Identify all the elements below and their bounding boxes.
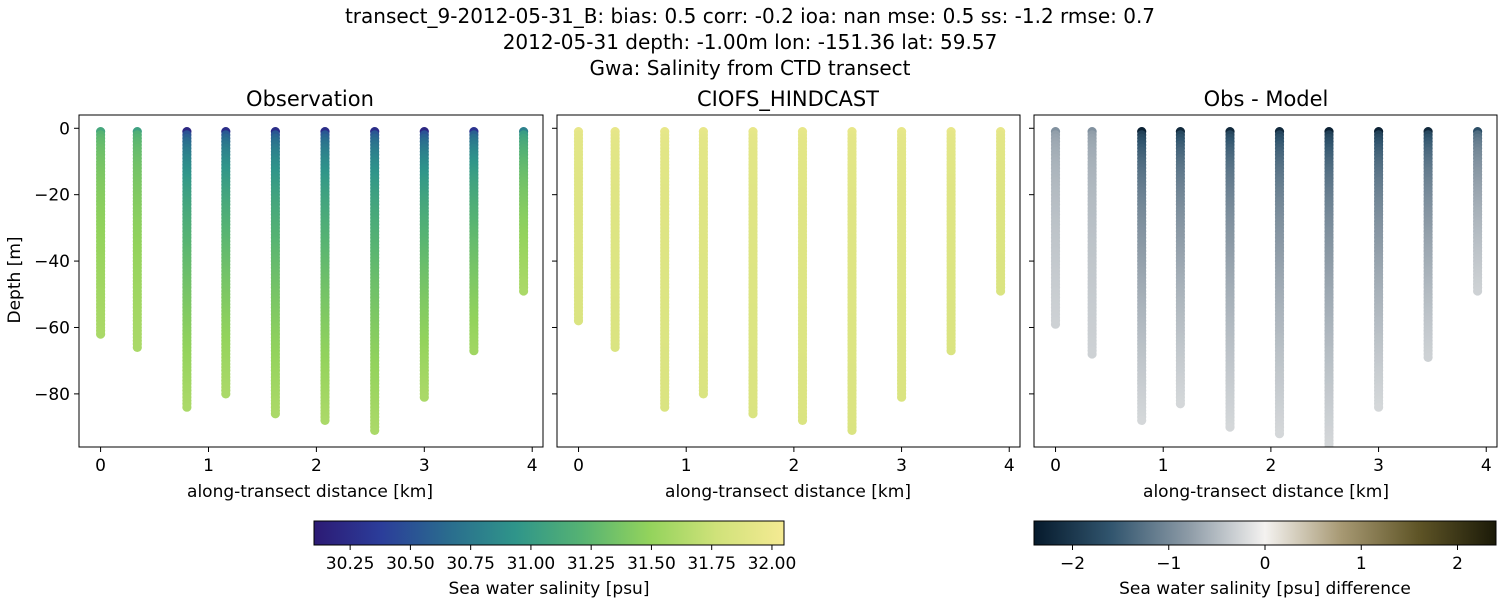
data-point-cast-7: [370, 425, 380, 435]
x-tick-label: 4: [1481, 456, 1492, 476]
data-point-cast-9: [946, 346, 956, 356]
data-point-cast-4: [221, 389, 231, 399]
x-tick-label: 1: [203, 456, 214, 476]
data-point-cast-9: [469, 346, 479, 356]
data-point-cast-8: [1374, 402, 1384, 412]
panel-title-model: CIOFS_HINDCAST: [697, 87, 879, 112]
difference-colorbar: Sea water salinity [psu] difference −2 −1…: [1033, 520, 1497, 599]
x-axis-label-model: along-transect distance [km]: [665, 482, 911, 502]
x-tick-label: 3: [896, 456, 907, 476]
x-tick-label: 3: [419, 456, 430, 476]
salinity-colorbar-label: Sea water salinity [psu]: [449, 579, 650, 599]
data-point-cast-1: [573, 316, 584, 326]
cast-points-group: [573, 127, 1006, 435]
colorbar-tick-label: 31.00: [507, 554, 556, 574]
data-point-cast-10: [996, 286, 1006, 296]
x-tick-label: 4: [1004, 456, 1015, 476]
plot-frame: [556, 114, 1021, 448]
y-tick-label: −20: [34, 186, 70, 206]
data-point-cast-6: [1274, 429, 1285, 439]
data-point-cast-2: [1087, 349, 1097, 359]
data-point-cast-3: [182, 402, 192, 412]
data-point-cast-10: [519, 286, 529, 296]
salinity-colorbar-bar: [313, 520, 785, 546]
difference-panel: Obs - Model 0 1 2 3 4: [1029, 87, 1498, 476]
figure-title-line-1: transect_9-2012-05-31_B: bias: 0.5 corr:…: [345, 4, 1155, 28]
x-tick-label: 0: [1050, 456, 1061, 476]
x-tick-label: 2: [1265, 456, 1276, 476]
data-point-cast-5: [748, 409, 758, 419]
x-axis-label-observation: along-transect distance [km]: [187, 482, 433, 502]
plot-frame: [78, 114, 544, 448]
y-tick-label: −40: [34, 252, 70, 272]
data-point-cast-6: [320, 415, 330, 425]
colorbar-tick-label: 30.50: [386, 554, 435, 574]
colorbar-tick-label: 31.25: [567, 554, 616, 574]
data-point-cast-5: [1225, 422, 1235, 432]
x-tick-label: 2: [311, 456, 322, 476]
data-point-cast-3: [660, 402, 670, 412]
panel-title-observation: Observation: [246, 87, 374, 111]
x-tick-label: 1: [681, 456, 692, 476]
cast-points-group: [1050, 127, 1483, 447]
data-point-cast-1: [96, 329, 106, 339]
colorbar-tick-label: −2: [1060, 554, 1085, 574]
colorbar-tick-label: 30.75: [446, 554, 495, 574]
plot-frame: [1033, 114, 1498, 448]
colorbar-tick-label: 2: [1452, 554, 1463, 574]
salinity-colorbar: Sea water salinity [psu] 30.25 30.50 30.75…: [313, 520, 797, 599]
x-tick-label: 0: [573, 456, 584, 476]
x-tick-label: 4: [527, 456, 538, 476]
model-panel: CIOFS_HINDCAST 0 1 2 3 4: [552, 87, 1021, 476]
colorbar-tick-label: 1: [1356, 554, 1367, 574]
y-tick-label: 0: [59, 119, 70, 139]
y-tick-label: −60: [34, 318, 70, 338]
data-point-cast-6: [797, 415, 808, 425]
data-point-cast-7: [1324, 442, 1334, 447]
data-point-cast-3: [1137, 415, 1147, 425]
colorbar-tick-label: 0: [1260, 554, 1271, 574]
x-axis-label-difference: along-transect distance [km]: [1143, 482, 1389, 502]
data-point-cast-9: [1423, 352, 1433, 362]
data-point-cast-2: [132, 342, 142, 352]
data-point-cast-1: [1050, 319, 1061, 329]
colorbar-tick-label: 31.75: [687, 554, 736, 574]
data-point-cast-4: [698, 389, 709, 399]
data-point-cast-8: [419, 392, 429, 402]
colorbar-tick-label: −1: [1156, 554, 1181, 574]
cast-points-group: [96, 127, 529, 435]
data-point-cast-5: [270, 409, 280, 419]
data-point-cast-8: [897, 392, 907, 402]
data-point-cast-2: [610, 342, 620, 352]
difference-colorbar-label: Sea water salinity [psu] difference: [1119, 579, 1411, 599]
panel-title-difference: Obs - Model: [1204, 87, 1329, 111]
data-point-cast-4: [1175, 399, 1185, 409]
x-tick-label: 1: [1158, 456, 1169, 476]
y-tick-label: −80: [34, 385, 70, 405]
x-tick-label: 0: [95, 456, 106, 476]
data-point-cast-10: [1473, 286, 1483, 296]
figure-title-line-3: Gwa: Salinity from CTD transect: [590, 56, 911, 80]
y-axis-label: Depth [m]: [5, 236, 25, 323]
colorbar-tick-label: 32.00: [748, 554, 797, 574]
colorbar-tick-label: 31.50: [627, 554, 676, 574]
x-tick-label: 2: [788, 456, 799, 476]
colorbar-tick-label: 30.25: [326, 554, 375, 574]
observation-panel: Observation 0 1 2 3 4 0 −20 −40 −60 −80: [34, 87, 544, 476]
data-point-cast-7: [847, 425, 857, 435]
figure-title-line-2: 2012-05-31 depth: -1.00m lon: -151.36 la…: [503, 30, 998, 54]
difference-colorbar-bar: [1033, 520, 1497, 546]
x-tick-label: 3: [1373, 456, 1384, 476]
